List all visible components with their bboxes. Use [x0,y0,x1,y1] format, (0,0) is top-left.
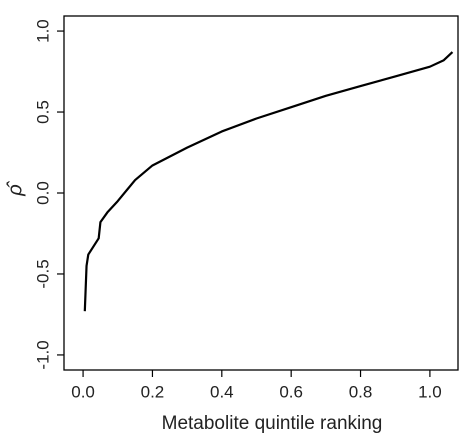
x-tick-label: 1.0 [418,382,442,401]
x-tick-label: 0.4 [210,382,234,401]
y-tick-label: -1.0 [33,340,52,369]
x-tick-label: 0.2 [141,382,165,401]
x-tick-label: 0.6 [279,382,303,401]
y-axis-label: ρ̂ [4,180,26,196]
x-tick-label: 0.8 [349,382,373,401]
y-tick-label: 0.5 [33,100,52,124]
y-tick-label: -0.5 [33,259,52,288]
y-tick-label: 0.0 [33,181,52,205]
y-tick-label: 1.0 [33,19,52,43]
line [83,51,454,312]
x-axis-label: Metabolite quintile ranking [162,413,383,434]
x-tick-label: 0.0 [71,382,95,401]
